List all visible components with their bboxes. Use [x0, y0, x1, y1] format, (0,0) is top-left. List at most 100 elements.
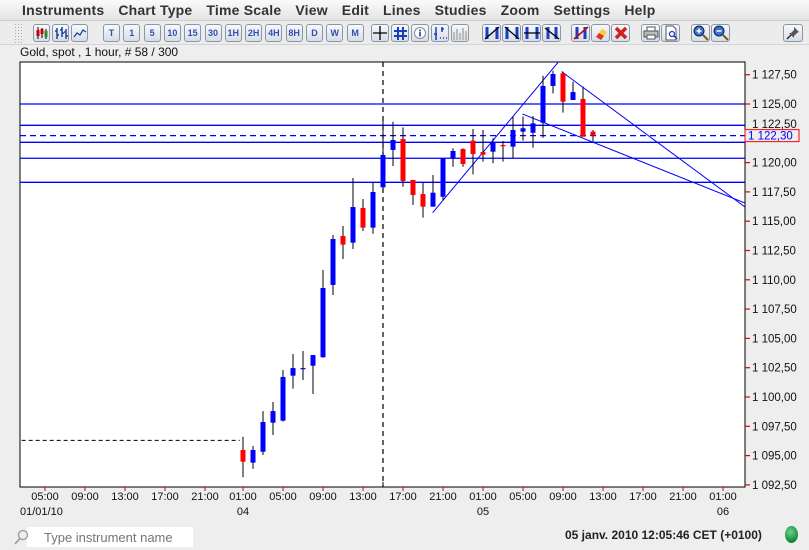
trend-line [522, 113, 745, 204]
parallel-line-button[interactable] [542, 24, 561, 42]
x-tick-label: 05:00 [269, 491, 297, 503]
candle-body [250, 449, 256, 463]
x-tick-label: 13:00 [111, 491, 139, 503]
menu-settings[interactable]: Settings [553, 2, 611, 18]
grid-button[interactable] [391, 24, 409, 42]
candle [480, 130, 486, 162]
candlestick-button[interactable] [33, 24, 50, 42]
timeframe-w-button[interactable]: W [326, 24, 344, 42]
menu-instruments[interactable]: Instruments [22, 2, 105, 18]
eraser-icon [593, 26, 609, 40]
volume-button[interactable] [451, 24, 469, 42]
timeframe-2h-button[interactable]: 2H [245, 24, 263, 42]
menu-view[interactable]: View [295, 2, 328, 18]
zoom-in-button[interactable] [691, 24, 710, 42]
candle [590, 130, 596, 142]
chart-info-line: Gold, spot , 1 hour, # 58 / 300 [20, 45, 179, 59]
toolbar: T 1 5 10 15 30 1H 2H 4H 8H D W M [0, 21, 809, 45]
pin-button[interactable] [783, 24, 803, 42]
candle-body [320, 288, 326, 358]
candle-body [310, 355, 316, 366]
toolbar-grip[interactable] [14, 23, 24, 43]
candle [340, 226, 346, 260]
eraser-button[interactable] [591, 24, 610, 42]
menu-help[interactable]: Help [624, 2, 656, 18]
menu-edit[interactable]: Edit [341, 2, 370, 18]
candle [300, 350, 306, 381]
y-tick-label: 1 105,00 [752, 333, 797, 345]
x-tick-label: 01:00 [469, 491, 497, 503]
candle-body [560, 73, 566, 102]
candle-body [480, 152, 486, 155]
timeframe-5-button[interactable]: 5 [143, 24, 161, 42]
candle-body [460, 149, 466, 165]
y-tick-label: 1 110,00 [752, 275, 796, 287]
timeframe-30-button[interactable]: 30 [204, 24, 222, 42]
menu-lines[interactable]: Lines [383, 2, 421, 18]
timeframe-10-button[interactable]: 10 [163, 24, 181, 42]
x-date-label: 01/01/10 [20, 506, 63, 518]
x-tick-label: 17:00 [389, 491, 417, 503]
print-button[interactable] [641, 24, 660, 42]
instrument-search-input[interactable] [44, 529, 194, 545]
x-date-label: 05 [477, 506, 489, 518]
trend-line [561, 71, 745, 208]
candle-body [540, 85, 546, 123]
search-icon [14, 529, 29, 550]
line-chart-icon [72, 26, 87, 40]
menu-studies[interactable]: Studies [434, 2, 487, 18]
candle-body [350, 207, 356, 243]
candle [440, 158, 446, 200]
pin-icon [786, 26, 800, 40]
candle [510, 116, 516, 159]
timeframe-t-button[interactable]: T [103, 24, 120, 42]
price-marker-button[interactable] [431, 24, 449, 42]
crosshair-button[interactable] [371, 24, 389, 42]
x-tick-label: 21:00 [429, 491, 457, 503]
timeframe-15-button[interactable]: 15 [184, 24, 202, 42]
x-tick-label: 01:00 [709, 491, 737, 503]
candle-body [430, 192, 436, 207]
candle-body [370, 192, 376, 228]
info-button[interactable] [411, 24, 429, 42]
candle [540, 75, 546, 138]
line-chart-button[interactable] [71, 24, 88, 42]
menu-time-scale[interactable]: Time Scale [206, 2, 282, 18]
instrument-search[interactable] [14, 527, 194, 547]
zoom-out-button[interactable] [711, 24, 730, 42]
timeframe-d-button[interactable]: D [306, 24, 323, 42]
y-tick-label: 1 125,00 [752, 99, 797, 111]
horizontal-line-button[interactable] [522, 24, 541, 42]
candle [250, 445, 256, 469]
x-tick-label: 01:00 [229, 491, 257, 503]
timeframe-1-button[interactable]: 1 [123, 24, 141, 42]
price-chart[interactable]: 1 092,50 1 095,00 1 097,50 1 100,00 1 102,50… [0, 0, 809, 522]
delete-all-button[interactable] [611, 24, 630, 42]
info-icon [413, 26, 427, 40]
line-up-button[interactable] [482, 24, 501, 42]
candle [490, 138, 496, 164]
timeframe-m-button[interactable]: M [346, 24, 364, 42]
crosshair-icon [373, 26, 387, 40]
timeframe-1h-button[interactable]: 1H [224, 24, 242, 42]
candle-body [330, 239, 336, 285]
menu-chart-type[interactable]: Chart Type [118, 2, 193, 18]
menu-zoom[interactable]: Zoom [500, 2, 540, 18]
x-tick-label: 05:00 [31, 491, 59, 503]
line-down-button[interactable] [502, 24, 521, 42]
delete-line-button[interactable] [571, 24, 590, 42]
y-tick-label: 1 115,00 [752, 216, 796, 228]
print-icon [643, 26, 659, 40]
timeframe-4h-button[interactable]: 4H [265, 24, 283, 42]
candle-body [290, 368, 296, 376]
timeframe-8h-button[interactable]: 8H [285, 24, 303, 42]
candle [290, 353, 296, 389]
zoom-in-icon [693, 25, 709, 41]
x-tick-label: 09:00 [71, 491, 99, 503]
candle-body [510, 130, 516, 147]
print-preview-button[interactable] [661, 24, 680, 42]
candle-body [590, 131, 596, 136]
candle-body [400, 139, 406, 182]
bar-chart-button[interactable] [52, 24, 69, 42]
current-price-label: 1 122,30 [748, 131, 793, 143]
